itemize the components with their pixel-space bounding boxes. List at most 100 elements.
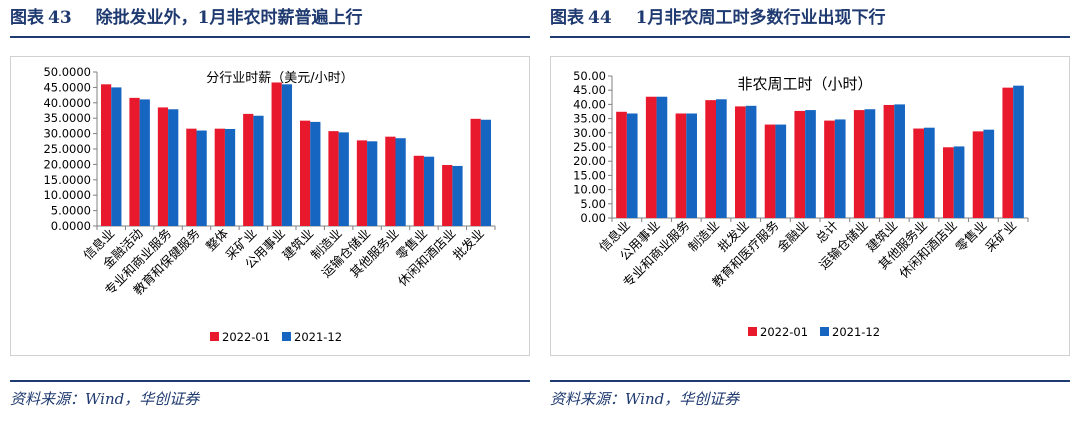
- bar-series-1: [675, 113, 687, 218]
- bar-series-2: [423, 156, 435, 226]
- y-tick-label: 30.00: [573, 126, 606, 140]
- bar-series-2: [281, 84, 293, 226]
- bar-series-1: [299, 120, 311, 226]
- bar-series-2: [716, 99, 727, 218]
- legend-label: 2021-12: [294, 330, 342, 344]
- y-tick-label: 20.00: [573, 154, 606, 168]
- figure-44: 图表 44 1月非农周工时多数行业出现下行 0.00 5.00 10.00 15.00 20…: [550, 0, 1070, 427]
- y-tick-label: 0.0000: [51, 219, 91, 233]
- bar-series-2: [656, 96, 668, 218]
- bar-series-2: [338, 132, 349, 226]
- figure-title: 图表 43 除批发业外，1月非农时薪普遍上行: [10, 4, 530, 32]
- bar-series-1: [943, 147, 954, 218]
- y-tick-label: 30.0000: [43, 127, 91, 141]
- bar-series-1: [243, 113, 254, 226]
- chart-title: 分行业时薪（美元/小时）: [206, 71, 353, 86]
- bar-series-2: [168, 109, 179, 226]
- y-tick-label: 25.00: [573, 140, 606, 154]
- legend-swatch: [748, 327, 757, 336]
- legend-label: 2022-01: [222, 330, 270, 344]
- figure-label: 图表: [10, 8, 44, 28]
- figure-label: 图表: [550, 8, 584, 28]
- source-divider: [10, 380, 530, 382]
- bar-series-1: [328, 131, 339, 226]
- figure-number: 44: [588, 8, 612, 28]
- bar-series-1: [616, 111, 627, 218]
- bar-series-2: [139, 99, 150, 226]
- bar-series-1: [470, 118, 481, 226]
- y-tick-label: 40.0000: [43, 96, 91, 110]
- bar-series-2: [953, 146, 965, 218]
- bar-series-1: [413, 155, 424, 226]
- y-tick-label: 50.00: [573, 69, 606, 83]
- bar-series-2: [686, 113, 697, 218]
- bar-series-1: [913, 128, 924, 218]
- bar-series-1: [186, 128, 197, 226]
- figure-caption: 除批发业外，1月非农时薪普遍上行: [95, 8, 363, 28]
- y-tick-label: 10.00: [573, 183, 606, 197]
- legend-swatch: [282, 332, 291, 341]
- chart-title: 非农周工时（小时）: [737, 75, 872, 93]
- figure-43: 图表 43 除批发业外，1月非农时薪普遍上行 0.0000 5.0000 10.0000…: [10, 0, 530, 427]
- legend-label: 2021-12: [832, 325, 880, 339]
- source-note: 资料来源：Wind，华创证券: [10, 390, 200, 408]
- bar-series-2: [626, 113, 638, 218]
- y-tick-label: 35.00: [573, 112, 606, 126]
- bar-series-1: [735, 106, 746, 218]
- bar-series-1: [764, 124, 776, 218]
- y-tick-label: 40.00: [573, 97, 606, 111]
- bar-series-2: [452, 165, 463, 226]
- bar-series-1: [385, 136, 396, 226]
- x-category-label: 采矿业: [982, 218, 1019, 255]
- bar-series-1: [972, 131, 984, 218]
- bar-series-2: [805, 110, 816, 218]
- chart-frame: [550, 56, 1070, 356]
- chart-weekly-hours: 0.00 5.00 10.00 15.00 20.00 25.00 30.00 35.00 40…: [550, 56, 1070, 356]
- x-category-label: 批发业: [450, 226, 487, 263]
- bar-series-1: [794, 110, 806, 218]
- y-tick-label: 45.00: [573, 83, 606, 97]
- bar-series-2: [480, 119, 492, 226]
- y-tick-label: 10.0000: [43, 188, 91, 202]
- figure-caption: 1月非农周工时多数行业出现下行: [635, 8, 886, 28]
- source-note: 资料来源：Wind，华创证券: [550, 390, 740, 408]
- bar-series-2: [983, 129, 995, 218]
- bar-series-1: [442, 165, 453, 226]
- bar-series-1: [853, 110, 865, 218]
- bar-series-2: [894, 104, 905, 218]
- title-divider: [550, 36, 1070, 38]
- bar-series-1: [824, 120, 835, 218]
- y-tick-label: 50.0000: [43, 65, 91, 79]
- bar-series-2: [745, 105, 757, 218]
- bar-series-1: [214, 128, 225, 226]
- bar-series-2: [1013, 85, 1024, 218]
- bar-series-1: [271, 82, 282, 226]
- x-category-label: 金融业: [774, 218, 811, 255]
- bar-series-1: [157, 107, 169, 226]
- y-tick-label: 5.0000: [51, 204, 91, 218]
- y-tick-label: 25.0000: [43, 142, 91, 156]
- legend-swatch: [820, 327, 829, 336]
- legend-swatch: [210, 332, 219, 341]
- y-tick-label: 15.0000: [43, 173, 91, 187]
- figure-title: 图表 44 1月非农周工时多数行业出现下行: [550, 4, 1070, 32]
- title-divider: [10, 36, 530, 38]
- bar-series-1: [100, 84, 112, 226]
- bar-series-2: [111, 87, 122, 227]
- bar-series-2: [834, 119, 846, 218]
- y-tick-label: 5.00: [580, 197, 606, 211]
- x-category-label: 零售业: [952, 218, 989, 255]
- bar-series-1: [1002, 87, 1014, 218]
- bar-series-2: [775, 124, 787, 218]
- bar-series-2: [924, 127, 935, 218]
- bar-series-1: [645, 96, 657, 218]
- y-tick-label: 20.0000: [43, 157, 91, 171]
- bar-series-2: [864, 109, 876, 218]
- bar-series-1: [356, 140, 368, 226]
- bar-series-2: [224, 128, 236, 226]
- x-category-label: 制造业: [685, 218, 722, 255]
- figure-number: 43: [48, 8, 72, 28]
- bar-series-2: [253, 115, 264, 226]
- y-tick-label: 0.00: [580, 211, 606, 225]
